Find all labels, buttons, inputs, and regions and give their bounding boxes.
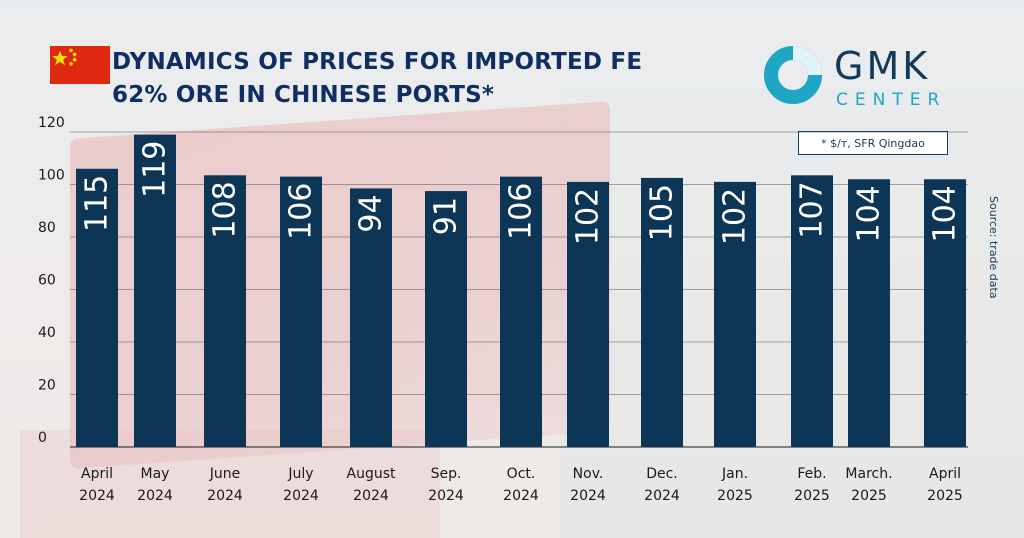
bar-layer: 115 119 108 106 94 91 106 102 105 102 107 104 104: [76, 134, 966, 447]
x-tick-year: 2024: [79, 488, 115, 504]
bar: [134, 134, 176, 447]
x-tick-year: 2025: [717, 488, 753, 504]
x-tick-year: 2024: [283, 488, 319, 504]
x-tick-label: July: [287, 466, 313, 482]
x-tick-year: 2024: [137, 488, 173, 504]
bar: [500, 176, 542, 447]
y-tick-label: 120: [38, 115, 65, 131]
x-tick-label: April: [81, 466, 113, 482]
x-tick-label: August: [347, 466, 397, 482]
data-label: 94: [354, 194, 389, 232]
gmk-center-logo: GMK CENTER: [762, 44, 982, 116]
unit-note: * $/т, SFR Qingdao: [798, 131, 948, 155]
bar: [76, 168, 118, 447]
bar: [204, 175, 246, 447]
x-tick-label: Oct.: [507, 466, 536, 482]
data-label: 108: [208, 181, 243, 238]
logo-subtitle: CENTER: [836, 90, 947, 110]
bar: [350, 188, 392, 447]
y-tick-label: 0: [38, 430, 47, 446]
y-tick-label: 80: [38, 220, 56, 236]
source-note: Source: trade data: [987, 196, 1000, 299]
data-label: 91: [429, 197, 464, 235]
x-tick-year: 2024: [207, 488, 243, 504]
bar: [425, 191, 467, 447]
data-label: 104: [928, 185, 963, 242]
chart-title: DYNAMICS OF PRICES FOR IMPORTED FE 62% O…: [112, 49, 643, 108]
y-tick-label: 20: [38, 378, 56, 394]
bar: [714, 181, 756, 447]
data-label: 104: [852, 185, 887, 242]
x-tick-label: May: [141, 466, 170, 482]
x-tick-year: 2025: [794, 488, 830, 504]
y-tick-label: 60: [38, 273, 56, 289]
x-tick-year: 2024: [503, 488, 539, 504]
bar: [280, 176, 322, 447]
data-label: 119: [138, 141, 173, 198]
data-label: 115: [80, 175, 115, 232]
gmk-logo-ring-icon: [764, 46, 822, 104]
y-tick-label: 40: [38, 325, 56, 341]
china-flag-icon: [50, 46, 110, 84]
x-tick-label: April: [929, 466, 961, 482]
bar: [567, 181, 609, 447]
x-tick-year: 2024: [353, 488, 389, 504]
data-label: 102: [718, 188, 753, 245]
logo-name: GMK: [834, 44, 931, 88]
tick-layer: 0 20 40 60 80 100 120 April 2024 May 2024 June 2024 J…: [38, 115, 963, 504]
x-tick-label: Sep.: [431, 466, 462, 482]
x-tick-label: Nov.: [573, 466, 604, 482]
x-tick-label: March.: [845, 466, 892, 482]
data-label: 102: [571, 188, 606, 245]
data-label: 107: [795, 181, 830, 238]
x-tick-label: Jan.: [721, 466, 748, 482]
bar: [641, 177, 683, 447]
bar: [791, 175, 833, 447]
data-label: 106: [504, 183, 539, 240]
bar: [848, 179, 890, 447]
x-tick-year: 2024: [428, 488, 464, 504]
x-tick-year: 2025: [927, 488, 963, 504]
x-tick-label: Dec.: [646, 466, 678, 482]
x-tick-label: Feb.: [797, 466, 826, 482]
x-tick-year: 2024: [570, 488, 606, 504]
x-tick-label: June: [209, 466, 241, 482]
x-tick-year: 2025: [851, 488, 887, 504]
data-label: 106: [284, 183, 319, 240]
y-tick-label: 100: [38, 168, 65, 184]
bar: [924, 179, 966, 447]
x-tick-year: 2024: [644, 488, 680, 504]
data-label: 105: [645, 184, 680, 241]
